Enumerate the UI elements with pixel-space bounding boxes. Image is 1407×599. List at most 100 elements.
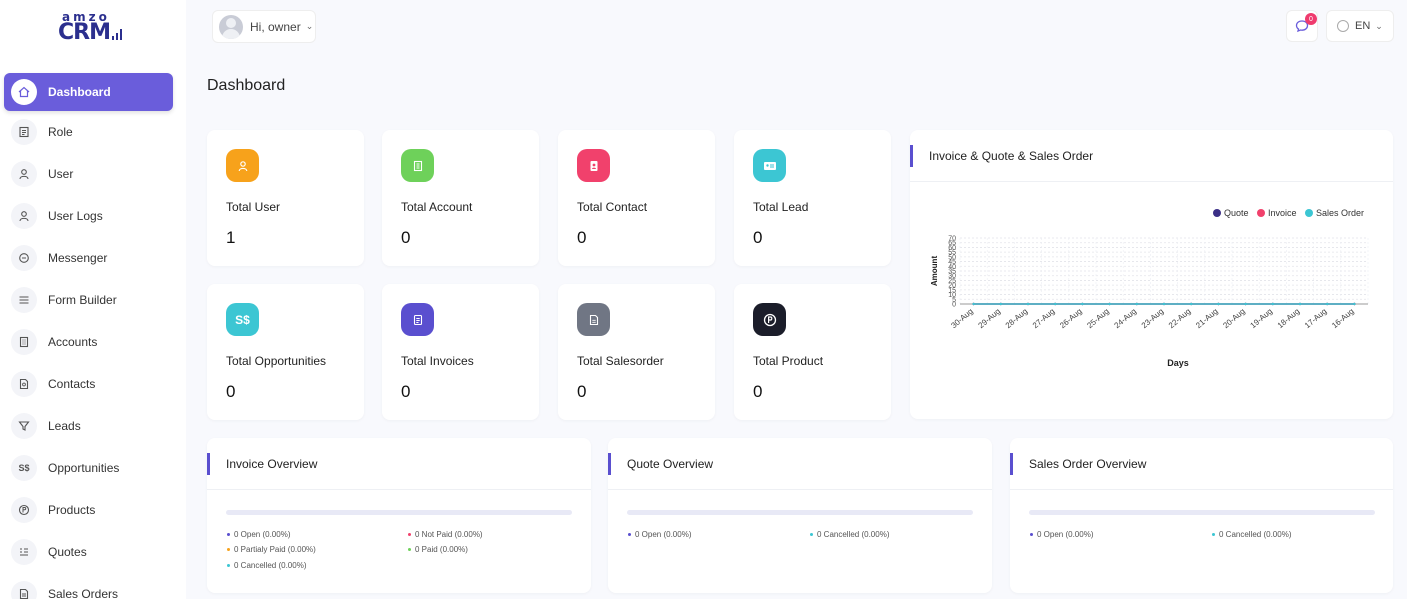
data-point (1353, 302, 1356, 306)
sidebar-item-opportunities[interactable]: S$ Opportunities (4, 447, 173, 489)
legend-dot (1257, 209, 1265, 217)
sidebar-item-sales-orders[interactable]: Sales Orders (4, 573, 173, 599)
sidebar-item-user-logs[interactable]: User Logs (4, 195, 173, 237)
y-tick-label: 45 (948, 259, 956, 266)
sidebar-item-user[interactable]: User (4, 153, 173, 195)
stat-label: Total Invoices (401, 354, 474, 368)
stat-label: Total Account (401, 200, 473, 214)
legend-label: Quote (1224, 208, 1249, 218)
y-tick-label: 35 (948, 269, 956, 276)
x-tick-label: 19-Aug (1249, 307, 1275, 330)
language-select[interactable]: EN ⌄ (1326, 10, 1394, 42)
data-point (972, 302, 975, 306)
y-tick-label: 0 (952, 302, 956, 309)
chart-legend-invoice[interactable]: Invoice (1257, 208, 1297, 218)
x-tick-label: 22-Aug (1167, 307, 1193, 330)
stat-label: Total Salesorder (577, 354, 664, 368)
data-point (1135, 302, 1138, 306)
legend-text: 0 Not Paid (0.00%) (415, 530, 483, 539)
sidebar-item-label: Accounts (48, 335, 98, 349)
sidebar-item-products[interactable]: Products (4, 489, 173, 531)
brand-logo[interactable]: amzo CRM (52, 10, 128, 50)
filter-icon (11, 413, 37, 439)
chart-legend-sales-order[interactable]: Sales Order (1305, 208, 1364, 218)
x-tick-label: 26-Aug (1058, 307, 1084, 330)
chart-legend-quote[interactable]: Quote (1213, 208, 1249, 218)
sidebar-item-messenger[interactable]: Messenger (4, 237, 173, 279)
stat-card-total-salesorder[interactable]: Total Salesorder 0 (558, 284, 715, 420)
data-point (1190, 302, 1193, 306)
sidebar-item-form-builder[interactable]: Form Builder (4, 279, 173, 321)
y-tick-label: 40 (948, 264, 956, 271)
sidebar-item-label: Products (48, 503, 96, 517)
chart-panel-title: Invoice & Quote & Sales Order (929, 148, 1094, 163)
stat-card-total-opportunities[interactable]: S$ Total Opportunities 0 (207, 284, 364, 420)
user-icon (11, 203, 37, 229)
stat-card-total-invoices[interactable]: Total Invoices 0 (382, 284, 539, 420)
y-tick-label: 70 (948, 236, 956, 243)
sidebar-item-contacts[interactable]: Contacts (4, 363, 173, 405)
x-tick-label: 20-Aug (1221, 307, 1247, 330)
sidebar-item-label: Role (48, 125, 73, 139)
legend-not-paid: 0 Not Paid (0.00%) (408, 530, 483, 539)
legend-dot (408, 548, 411, 551)
sidebar-item-label: Form Builder (48, 293, 117, 307)
stat-value: 0 (226, 382, 236, 401)
user-icon (11, 161, 37, 187)
stat-label: Total User (226, 200, 281, 214)
x-tick-label: 28-Aug (1004, 307, 1030, 330)
stat-card-total-user[interactable]: Total User 1 (207, 130, 364, 266)
x-tick-label: 16-Aug (1330, 307, 1356, 330)
building-icon (401, 149, 434, 182)
quote-icon (11, 539, 37, 565)
data-point (1244, 302, 1247, 306)
sidebar-item-role[interactable]: Role (4, 111, 173, 153)
home-icon (11, 79, 37, 105)
messages-button[interactable]: 0 (1286, 10, 1318, 42)
quote-overview-panel: Quote Overview 0 Open (0.00%) 0 Cancelle… (608, 438, 992, 593)
stat-card-total-lead[interactable]: Total Lead 0 (734, 130, 891, 266)
legend-open: 0 Open (0.00%) (628, 530, 691, 539)
data-point (999, 302, 1002, 306)
sidebar-item-label: User (48, 167, 74, 181)
stat-value: 0 (401, 382, 411, 401)
stat-label: Total Contact (577, 200, 648, 214)
stat-card-total-product[interactable]: Total Product 0 (734, 284, 891, 420)
legend-label: Invoice (1268, 208, 1297, 218)
user-menu-button[interactable]: Hi, owner ⌄ (212, 10, 316, 43)
sidebar-item-label: Opportunities (48, 461, 120, 475)
chat-icon (11, 245, 37, 271)
stat-card-total-account[interactable]: Total Account 0 (382, 130, 539, 266)
legend-dot (1212, 533, 1215, 536)
sidebar-item-label: Quotes (48, 545, 87, 559)
stat-label: Total Product (753, 354, 824, 368)
x-tick-label: 17-Aug (1303, 307, 1329, 330)
sidebar-item-accounts[interactable]: Accounts (4, 321, 173, 363)
chevron-down-icon: ⌄ (305, 21, 314, 31)
salesorder-overview-header: Sales Order Overview (1010, 438, 1393, 490)
sidebar-item-dashboard[interactable]: Dashboard (4, 73, 173, 111)
sidebar-item-label: Leads (48, 419, 81, 433)
sidebar-item-quotes[interactable]: Quotes (4, 531, 173, 573)
legend-text: 0 Paid (0.00%) (415, 545, 468, 554)
legend-open: 0 Open (0.00%) (227, 530, 290, 539)
quote-overview-title: Quote Overview (627, 456, 714, 471)
sidebar-item-leads[interactable]: Leads (4, 405, 173, 447)
x-tick-label: 30-Aug (949, 307, 975, 330)
stat-card-total-contact[interactable]: Total Contact 0 (558, 130, 715, 266)
data-point (1162, 302, 1166, 306)
stat-label: Total Lead (753, 200, 809, 214)
legend-cancelled: 0 Cancelled (0.00%) (810, 530, 889, 539)
legend-cancelled: 0 Cancelled (0.00%) (227, 561, 306, 570)
stat-value: 0 (401, 228, 411, 247)
data-point (1108, 302, 1111, 306)
legend-text: 0 Open (0.00%) (234, 530, 291, 539)
y-tick-label: 20 (948, 283, 956, 290)
sidebar-item-label: Messenger (48, 251, 108, 265)
contact-icon (577, 149, 610, 182)
legend-cancelled: 0 Cancelled (0.00%) (1212, 530, 1291, 539)
y-tick-label: 60 (948, 245, 956, 252)
sidebar-item-label: Dashboard (48, 85, 111, 99)
user-icon (226, 149, 259, 182)
